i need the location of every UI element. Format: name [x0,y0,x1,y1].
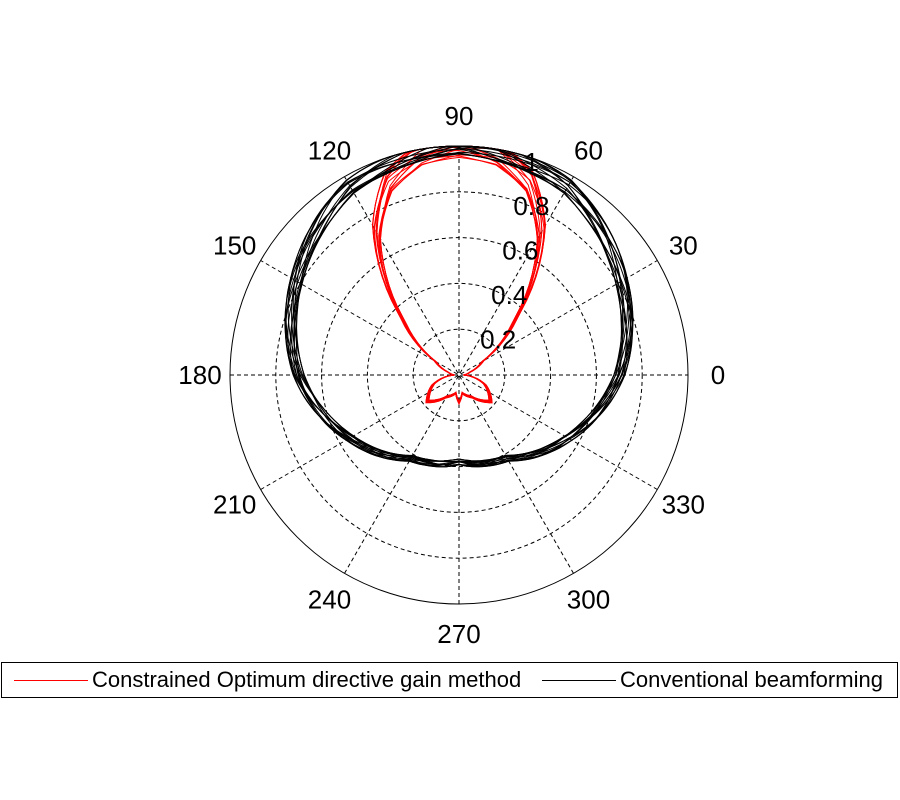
grid-circle [366,282,552,468]
legend-item-conventional: Conventional beamforming [542,663,883,697]
angle-tick-label: 60 [574,136,603,166]
radial-tick-label: 0.2 [480,325,516,355]
series-line-conventional [285,148,627,465]
radial-tick-label: 0.8 [513,191,549,221]
angle-tick-label: 150 [213,231,256,261]
legend-swatch-red [14,679,88,681]
legend-label-conventional: Conventional beamforming [620,667,883,692]
chart-labels: 0 30 60 90 120 150 180 210 240 270 300 330 0.2 0.4 0.6… [178,101,725,649]
series-line-constrained [379,145,543,405]
angle-tick-label: 240 [308,584,351,614]
legend-label-constrained: Constrained Optimum directive gain metho… [92,667,522,692]
legend-item-constrained: Constrained Optimum directive gain metho… [14,663,521,697]
series-line-conventional [285,147,622,467]
series-line-conventional [291,145,623,468]
series-line-conventional [289,145,633,468]
angle-tick-label: 300 [567,584,610,614]
legend-swatch-black [542,679,616,681]
angle-tick-label: 90 [445,101,474,131]
radial-tick-label: 1 [524,147,538,177]
angle-tick-label: 120 [308,136,351,166]
series-line-constrained [376,145,543,404]
series-line-constrained [378,147,546,404]
angle-tick-label: 210 [213,490,256,520]
grid-spoke [344,176,574,574]
radial-tick-label: 0.4 [491,280,527,310]
radial-tick-label: 0.6 [502,236,538,266]
series-line-constrained [373,149,538,404]
series-line-conventional [293,145,624,462]
series-line-conventional [295,146,633,467]
chart-curves [284,145,634,468]
series-line-constrained [371,145,538,404]
angle-tick-label: 30 [669,231,698,261]
series-line-conventional [291,148,633,465]
grid-spoke [344,176,574,574]
series-line-conventional [287,145,624,466]
series-line-conventional [285,153,633,462]
grid-spoke [260,260,658,490]
series-line-conventional [292,153,628,464]
polar-chart: 0 30 60 90 120 150 180 210 240 270 300 330 0.2 0.4 0.6… [178,101,725,649]
angle-tick-label: 0 [711,360,725,390]
grid-spoke [260,260,658,490]
legend: Constrained Optimum directive gain metho… [1,662,898,698]
angle-tick-label: 270 [437,619,480,649]
angle-tick-label: 180 [178,360,221,390]
angle-tick-label: 330 [662,490,705,520]
